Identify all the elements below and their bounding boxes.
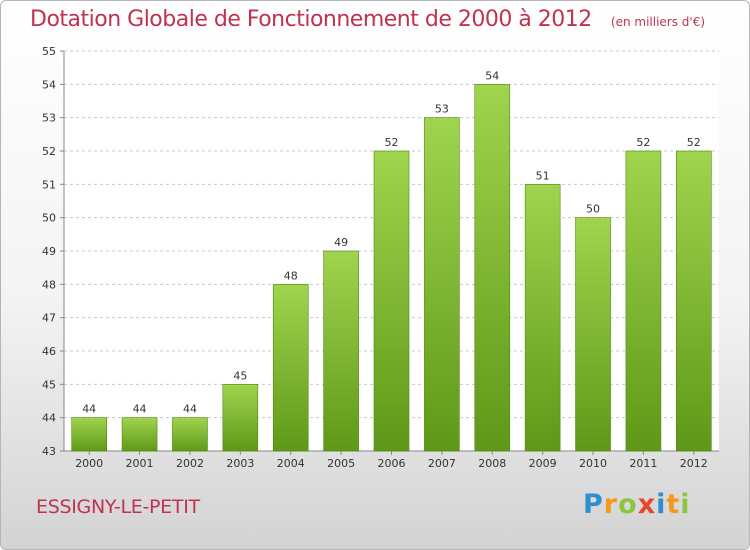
- proxiti-logo: Proxiti: [583, 489, 691, 520]
- chart-title-unit: (en milliers d'€): [610, 15, 706, 29]
- bar: [272, 284, 309, 452]
- bar: [222, 384, 259, 452]
- logo-letter: x: [637, 489, 657, 520]
- chart-title-main: Dotation Globale de Fonctionnement de 20…: [30, 7, 592, 32]
- bar: [424, 117, 460, 452]
- x-tick-label: 2001: [126, 457, 154, 470]
- bar-chart: 43 44 45 46 47 48 49 50 51 52 53 54 55 44 2000 44 2001 44…: [42, 45, 719, 470]
- bar-value-label: 49: [334, 236, 348, 249]
- x-tick-label: 2005: [327, 457, 355, 470]
- bar: [172, 417, 208, 452]
- bar-value-label: 52: [385, 136, 399, 149]
- x-tick-label: 2007: [428, 457, 456, 470]
- y-tick-label: 44: [42, 412, 56, 425]
- logo-letter: r: [603, 489, 619, 520]
- bar: [474, 84, 511, 452]
- y-tick-label: 53: [42, 112, 56, 125]
- bar: [524, 184, 561, 452]
- x-tick-label: 2003: [226, 457, 254, 470]
- x-tick-label: 2000: [75, 457, 103, 470]
- bar: [676, 150, 712, 452]
- bar: [121, 417, 158, 452]
- x-tick-label: 2009: [529, 457, 557, 470]
- x-tick-label: 2011: [629, 457, 657, 470]
- y-tick-label: 55: [42, 45, 56, 58]
- y-tick-label: 52: [42, 145, 56, 158]
- y-tick-label: 47: [42, 312, 56, 325]
- y-tick-label: 46: [42, 345, 56, 358]
- bar: [373, 150, 410, 452]
- y-tick-label: 49: [42, 245, 56, 258]
- x-tick-label: 2006: [378, 457, 406, 470]
- y-tick-label: 54: [42, 78, 56, 91]
- bar-value-label: 52: [687, 136, 701, 149]
- x-tick-label: 2004: [277, 457, 305, 470]
- x-tick-label: 2010: [579, 457, 607, 470]
- bar: [625, 150, 662, 452]
- logo-letter: o: [618, 489, 638, 520]
- logo-letter: P: [583, 489, 604, 520]
- y-tick-label: 43: [42, 445, 56, 458]
- bar-value-label: 44: [82, 403, 96, 416]
- bar-value-label: 53: [435, 103, 449, 116]
- logo-letter: i: [680, 489, 691, 520]
- y-tick-label: 51: [42, 178, 56, 191]
- x-tick-label: 2002: [176, 457, 204, 470]
- y-tick-label: 50: [42, 212, 56, 225]
- bar-value-label: 52: [636, 136, 650, 149]
- bar-value-label: 44: [133, 403, 147, 416]
- y-tick-label: 48: [42, 278, 56, 291]
- bar-value-label: 51: [536, 169, 550, 182]
- bar-value-label: 50: [586, 203, 600, 216]
- bar: [323, 250, 359, 452]
- chart-title: Dotation Globale de Fonctionnement de 20…: [30, 7, 705, 32]
- bar: [575, 217, 611, 452]
- x-tick-label: 2012: [680, 457, 708, 470]
- bar-value-label: 44: [183, 403, 197, 416]
- bar-value-label: 54: [485, 69, 499, 82]
- city-name: ESSIGNY-LE-PETIT: [36, 496, 200, 518]
- logo-letter: i: [656, 489, 667, 520]
- bar: [71, 417, 107, 452]
- logo-letter: t: [666, 489, 681, 520]
- bar-value-label: 48: [284, 269, 298, 282]
- x-tick-label: 2008: [478, 457, 506, 470]
- bar-value-label: 45: [233, 369, 247, 382]
- y-tick-label: 45: [42, 378, 56, 391]
